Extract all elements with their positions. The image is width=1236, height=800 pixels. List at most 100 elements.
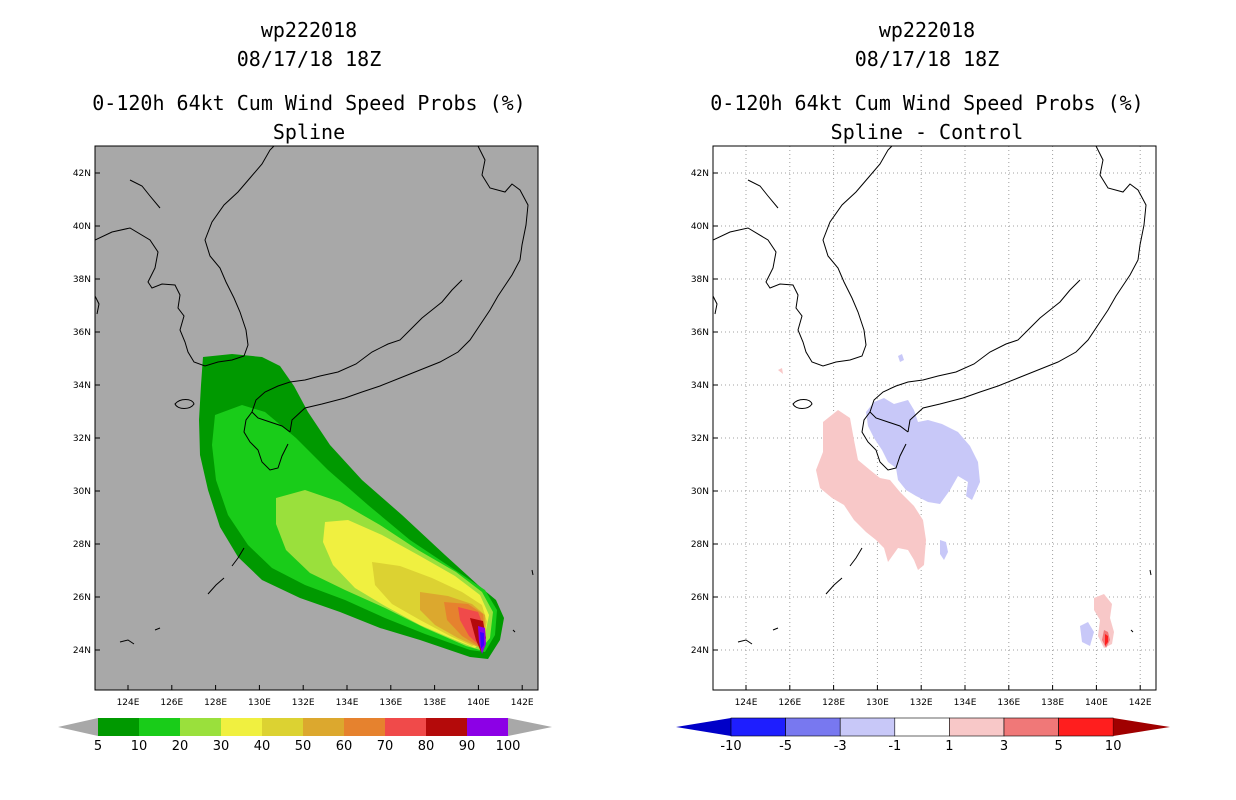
colorbar-box (839, 717, 896, 737)
product-title: 0-120h 64kt Cum Wind Speed Probs (%) (710, 91, 1144, 115)
contour-neg-1-3-small-a (940, 540, 948, 560)
coastline-island-jeju (174, 399, 195, 409)
colorbar-label: -3 (834, 739, 847, 754)
contour-neg-1-3-east (1080, 622, 1094, 646)
colorbar-box (949, 717, 1005, 737)
colorbar-box (1003, 717, 1059, 737)
coastline-islet-b (512, 629, 516, 633)
y-tick-label: 42N (691, 169, 709, 179)
right-panel: wp222018 08/17/18 18Z 0-120h 64kt Cum Wi… (618, 0, 1236, 800)
coastline-ryukyu-1 (207, 577, 225, 595)
y-tick-label: 38N (73, 275, 91, 285)
colorbar-box (262, 718, 303, 736)
map-frame (94, 145, 539, 691)
colorbar-box (180, 718, 221, 736)
x-tick-label: 138E (423, 698, 446, 708)
x-tick-label: 140E (467, 698, 490, 708)
product-title: 0-120h 64kt Cum Wind Speed Probs (%) (92, 91, 526, 115)
colorbar-label: -1 (888, 739, 901, 754)
colorbar-high-triangle (1113, 718, 1170, 736)
contour-pos-5-10-east (1105, 634, 1108, 646)
x-tick-label: 124E (735, 698, 758, 708)
colorbar-label: 1 (945, 739, 953, 754)
colorbar-box (730, 717, 786, 737)
x-tick-label: 140E (1085, 698, 1108, 708)
coastline-china-korea (95, 146, 275, 367)
colorbar-low-triangle (58, 718, 98, 736)
y-tick-label: 34N (73, 381, 91, 391)
colorbar-label: 5 (94, 739, 102, 754)
x-tick-label: 126E (778, 698, 801, 708)
colorbar-label: 40 (254, 739, 271, 754)
x-tick-label: 134E (954, 698, 977, 708)
x-tick-label: 132E (292, 698, 315, 708)
coastline-kyushu (861, 411, 907, 471)
map-frame (712, 145, 1157, 691)
y-tick-label: 28N (73, 540, 91, 550)
y-tick-label: 40N (691, 222, 709, 232)
coastline-kyushu (243, 411, 289, 471)
x-tick-label: 124E (117, 698, 140, 708)
colorbar-label: 90 (459, 739, 476, 754)
axis-ticks: 124E 126E 128E 130E 132E 134E 136E 138E 140E 142E… (691, 169, 1152, 708)
storm-id-title: wp222018 (260, 18, 358, 42)
colorbar: -10 -5 -3 -1 1 3 5 10 (676, 717, 1170, 754)
y-tick-label: 24N (73, 646, 91, 656)
x-tick-label: 138E (1041, 698, 1064, 708)
contour-pos-1-3 (816, 410, 926, 570)
x-tick-label: 132E (910, 698, 933, 708)
colorbar-label: -5 (779, 739, 792, 754)
y-tick-label: 36N (73, 328, 91, 338)
y-tick-label: 32N (691, 434, 709, 444)
coastline-japan-south (869, 279, 1081, 433)
coastline-china-korea (713, 146, 893, 367)
datetime-title: 08/17/18 18Z (854, 47, 1000, 71)
contour-pos-1-3-small-a (778, 368, 783, 374)
colorbar-box (98, 718, 139, 736)
y-tick-label: 42N (73, 169, 91, 179)
coastline-island-jeju (792, 399, 813, 409)
colorbar-box (303, 718, 344, 736)
x-tick-label: 130E (866, 698, 889, 708)
colorbar-label: 10 (131, 739, 148, 754)
colorbar-label: 5 (1054, 739, 1062, 754)
colorbar-label: -10 (720, 739, 741, 754)
x-tick-label: 130E (248, 698, 271, 708)
difference-map: 124E 126E 128E 130E 132E 134E 136E 138E 140E 142E… (676, 145, 1170, 754)
coastline-islet-c (1149, 569, 1152, 576)
colorbar-box (1058, 717, 1114, 737)
x-tick-label: 136E (997, 698, 1020, 708)
colorbar-box (385, 718, 426, 736)
colorbar-label: 100 (496, 739, 521, 754)
colorbar-label: 30 (213, 739, 230, 754)
colorbar: 5 10 20 30 40 50 60 70 80 90 100 (58, 718, 552, 754)
y-tick-label: 26N (691, 593, 709, 603)
coastline-china-west (95, 295, 100, 315)
y-tick-label: 40N (73, 222, 91, 232)
coastline-japan-south (251, 279, 463, 433)
coastline-russia-north (747, 179, 779, 209)
left-panel: wp222018 08/17/18 18Z 0-120h 64kt Cum Wi… (58, 18, 552, 754)
colorbar-label: 3 (1000, 739, 1008, 754)
y-tick-label: 30N (73, 487, 91, 497)
storm-id-title: wp222018 (878, 18, 976, 42)
x-tick-label: 128E (204, 698, 227, 708)
colorbar-label: 20 (172, 739, 189, 754)
colorbar-box (344, 718, 385, 736)
probability-map: 124E 126E 128E 130E 132E 134E 136E 138E 140E 142E… (58, 145, 552, 754)
colorbar-low-triangle (676, 718, 731, 736)
y-tick-label: 26N (73, 593, 91, 603)
colorbar-label: 70 (377, 739, 394, 754)
coastline-sakhalin-hokkaido (289, 146, 529, 433)
axis-ticks: 124E 126E 128E 130E 132E 134E 136E 138E 140E 142E… (73, 169, 534, 708)
datetime-title: 08/17/18 18Z (236, 47, 382, 71)
y-tick-label: 36N (691, 328, 709, 338)
x-tick-label: 142E (1129, 698, 1152, 708)
x-tick-label: 142E (511, 698, 534, 708)
coastlines (713, 146, 1152, 645)
coastlines (95, 146, 534, 645)
colorbar-label: 50 (295, 739, 312, 754)
map-background (713, 146, 1156, 690)
coastline-ryukyu-2 (231, 547, 245, 567)
colorbar-box (785, 717, 841, 737)
